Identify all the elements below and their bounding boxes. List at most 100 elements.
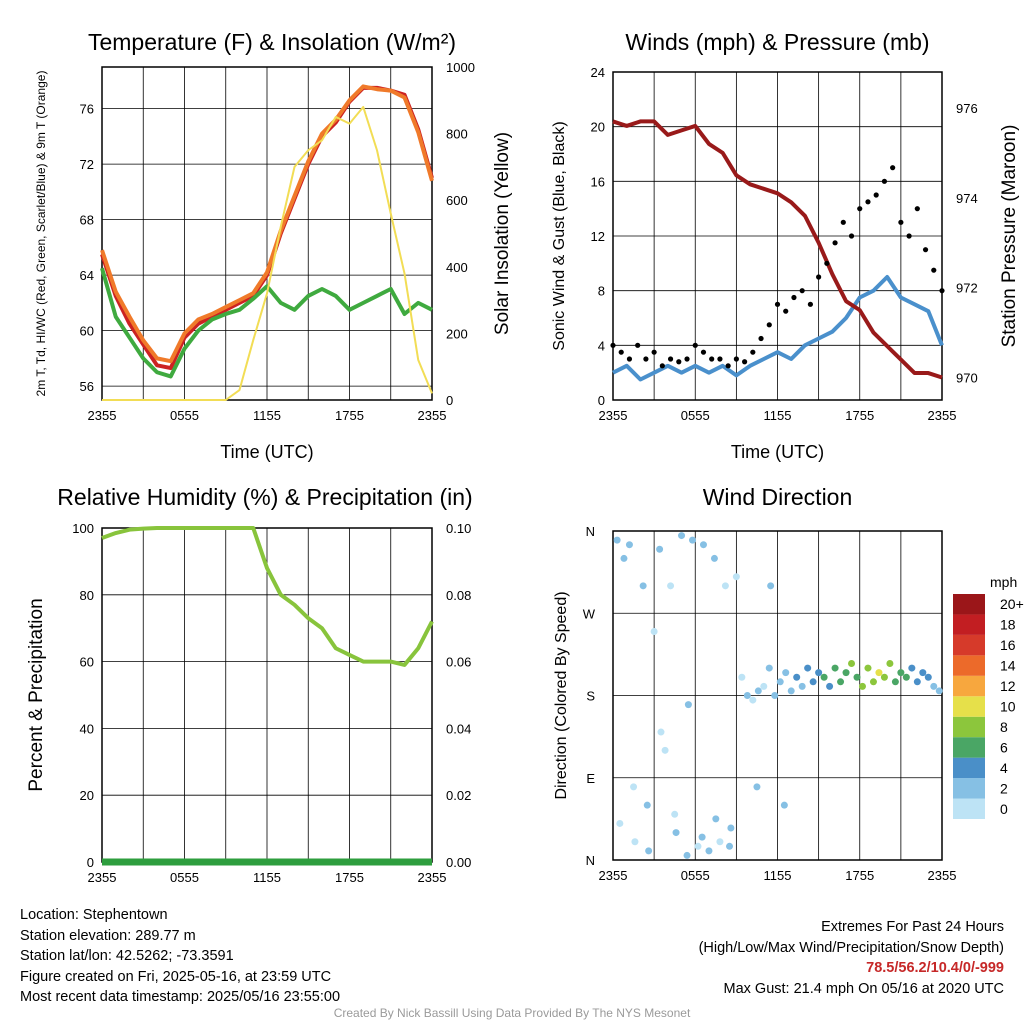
colorbar-label: 14 xyxy=(1000,658,1016,674)
y-right-tick-label: 0.08 xyxy=(446,588,471,603)
x-tick-label: 2355 xyxy=(88,408,117,423)
y-left-tick-label: 56 xyxy=(80,379,94,394)
direction-point xyxy=(935,687,943,695)
y-right-tick-label: 970 xyxy=(956,371,978,386)
x-axis-label: Time (UTC) xyxy=(220,442,313,462)
direction-point xyxy=(727,824,735,832)
chart-title: Winds (mph) & Pressure (mb) xyxy=(625,29,929,55)
direction-point xyxy=(671,810,679,818)
direction-point xyxy=(625,541,633,549)
direction-point xyxy=(694,842,702,850)
direction-point xyxy=(837,678,845,686)
gust-point xyxy=(676,359,682,365)
y-right-tick-label: 400 xyxy=(446,260,468,275)
direction-point xyxy=(930,682,938,690)
gust-point xyxy=(816,274,822,280)
direction-point xyxy=(716,838,724,846)
direction-point xyxy=(650,628,658,636)
direction-point xyxy=(657,728,665,736)
gust-point xyxy=(848,233,855,239)
colorbar-swatch xyxy=(953,716,985,738)
gust-point xyxy=(651,349,657,355)
direction-point xyxy=(880,673,888,681)
direction-point xyxy=(631,838,639,846)
gust-point xyxy=(881,178,888,184)
gust-point xyxy=(857,206,863,212)
x-tick-label: 1155 xyxy=(253,408,281,423)
direction-point xyxy=(902,673,910,681)
y-left-tick-label: 80 xyxy=(80,588,94,603)
y-left-axis-label: Sonic Wind & Gust (Blue, Black) xyxy=(551,121,568,350)
gust-point xyxy=(832,240,838,246)
direction-point xyxy=(848,660,856,668)
chart-title: Temperature (F) & Insolation (W/m²) xyxy=(88,29,456,55)
x-tick-label: 1155 xyxy=(764,408,792,423)
direction-point xyxy=(678,532,686,540)
colorbar-label: 18 xyxy=(1000,617,1016,633)
direction-point xyxy=(782,669,790,677)
direction-point xyxy=(776,678,784,686)
x-tick-label: 2355 xyxy=(418,870,447,885)
series-line-2 xyxy=(100,267,433,379)
direction-point xyxy=(639,582,647,590)
gust-point xyxy=(914,206,920,212)
direction-point xyxy=(753,783,761,791)
direction-point xyxy=(798,682,806,690)
gust-point xyxy=(939,288,945,294)
direction-point xyxy=(908,664,916,672)
panel-1: 2355 0555 1155 1755 2355 56 60 64 68 72 76 0 200 400 6… xyxy=(34,29,513,462)
y-left-tick-label: 76 xyxy=(80,102,94,117)
gust-point xyxy=(799,288,805,294)
direction-point xyxy=(842,669,850,677)
extremes-subtitle: (High/Low/Max Wind/Precipitation/Snow De… xyxy=(698,939,1004,956)
y-left-tick-label: 100 xyxy=(72,521,94,536)
x-tick-label: 2355 xyxy=(418,408,447,423)
colorbar-label: 12 xyxy=(1000,678,1016,694)
colorbar-label: 0 xyxy=(1000,801,1008,817)
colorbar-swatch xyxy=(953,737,985,758)
x-tick-label: 2355 xyxy=(599,868,628,883)
y-right-tick-label: 1000 xyxy=(446,60,475,75)
direction-point xyxy=(804,664,812,672)
x-tick-label: 0555 xyxy=(681,868,710,883)
colorbar-swatch xyxy=(953,594,985,615)
y-left-tick-label: 64 xyxy=(80,268,94,283)
x-tick-label: 1755 xyxy=(845,868,874,883)
direction-point xyxy=(743,692,751,699)
station-elevation: Station elevation: 289.77 m xyxy=(20,927,196,944)
y-right-tick-label: 200 xyxy=(446,326,468,341)
gust-point xyxy=(692,342,698,348)
y-right-tick-label: 0.00 xyxy=(446,855,471,870)
direction-point xyxy=(721,582,729,590)
series-line-3 xyxy=(102,105,433,401)
x-tick-label: 0555 xyxy=(681,408,710,423)
direction-point xyxy=(858,682,866,690)
direction-point xyxy=(683,851,691,859)
x-tick-label: 2355 xyxy=(88,870,117,885)
y-left-axis-label: Percent & Precipitation xyxy=(26,598,47,791)
direction-point xyxy=(689,536,697,544)
y-tick-label: W xyxy=(583,606,596,621)
direction-point xyxy=(667,582,675,590)
gust-point xyxy=(898,219,904,225)
direction-point xyxy=(630,783,638,791)
y-left-tick-label: 0 xyxy=(598,393,605,408)
recent-timestamp: Most recent data timestamp: 2025/05/16 2… xyxy=(20,989,341,1005)
direction-point xyxy=(698,833,706,841)
direction-point xyxy=(726,842,734,850)
colorbar-swatch xyxy=(953,634,985,656)
gust-point xyxy=(700,349,707,355)
extremes-title: Extremes For Past 24 Hours xyxy=(821,919,1004,935)
gust-point xyxy=(742,359,748,365)
direction-point xyxy=(754,687,762,695)
y-axis-label: Direction (Colored By Speed) xyxy=(553,591,570,799)
gust-point xyxy=(750,349,756,355)
gust-point xyxy=(931,267,937,273)
gust-point xyxy=(922,247,929,253)
direction-point xyxy=(699,541,707,549)
x-tick-label: 2355 xyxy=(599,408,628,423)
series-line-0 xyxy=(101,526,434,667)
direction-point xyxy=(787,687,795,695)
y-left-tick-label: 72 xyxy=(80,157,94,172)
